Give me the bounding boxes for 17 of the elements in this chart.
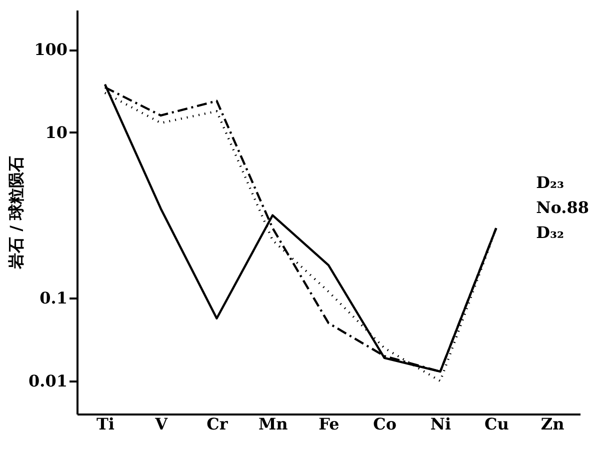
y-tick-label: 100 <box>34 40 68 60</box>
x-tick-label: Cr <box>206 414 228 434</box>
x-tick-label: Ni <box>430 414 452 434</box>
x-tick-label: Co <box>373 414 397 434</box>
y-tick-label: 0.01 <box>28 372 68 391</box>
x-tick-label: Fe <box>318 414 340 434</box>
y-axis-title: 岩石 / 球粒陨石 <box>6 156 26 270</box>
y-tick-label: 10 <box>45 122 68 142</box>
y-tick-label: 0.1 <box>40 288 68 308</box>
text: D₃₂ <box>536 223 564 242</box>
text: No.88 <box>536 198 590 218</box>
text: D₂₃ <box>536 173 564 192</box>
x-tick-label: Ti <box>96 414 114 434</box>
x-tick-label: Zn <box>540 414 565 434</box>
x-tick-label: Mn <box>258 414 288 434</box>
x-tick-label: V <box>154 414 168 434</box>
x-tick-label: Cu <box>484 414 510 434</box>
